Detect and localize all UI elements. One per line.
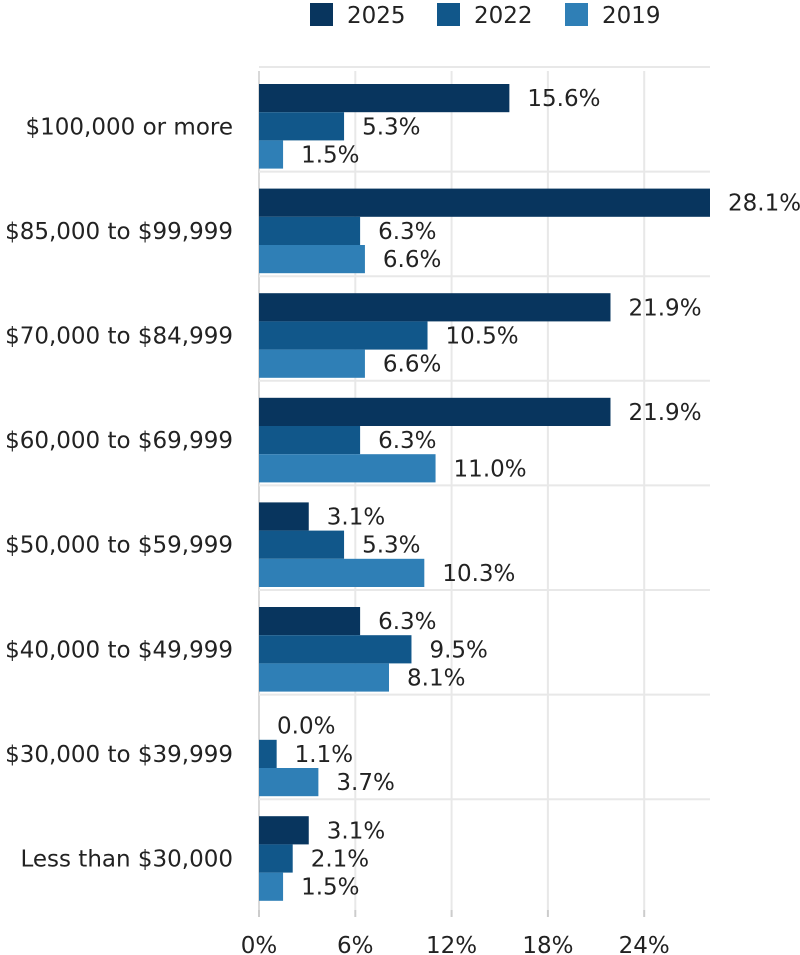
- bar-2025-5: [259, 607, 361, 636]
- bar-2019-3: [259, 454, 436, 483]
- value-label-2022-6: 1.1%: [295, 742, 353, 768]
- x-axis-ticks: 0% 6% 12% 18% 24%: [241, 910, 670, 955]
- value-label-2019-6: 3.7%: [336, 770, 394, 796]
- bar-2019-4: [259, 558, 425, 587]
- category-label-7: Less than $30,000: [20, 847, 233, 873]
- bar-2022-0: [259, 112, 345, 141]
- legend-swatch-2019: [565, 3, 588, 26]
- bar-2019-7: [259, 872, 284, 901]
- value-label-2019-4: 10.3%: [442, 561, 515, 587]
- legend-label-2022: 2022: [474, 3, 533, 29]
- x-tick-label-12: 12%: [426, 933, 477, 955]
- bars: [259, 84, 710, 901]
- category-label-2: $70,000 to $84,999: [5, 324, 233, 350]
- value-label-2025-1: 28.1%: [728, 191, 800, 217]
- legend-swatch-2025: [310, 3, 333, 26]
- category-label-4: $50,000 to $59,999: [5, 533, 233, 559]
- x-tick-label-6: 6%: [337, 933, 374, 955]
- value-label-2019-2: 6.6%: [383, 352, 441, 378]
- category-label-6: $30,000 to $39,999: [5, 742, 233, 768]
- bar-2025-7: [259, 816, 309, 845]
- bar-2019-1: [259, 245, 365, 274]
- value-label-2022-3: 6.3%: [378, 428, 436, 454]
- value-label-2025-4: 3.1%: [327, 505, 385, 531]
- value-label-2025-7: 3.1%: [327, 818, 385, 844]
- bar-2025-3: [259, 397, 611, 426]
- bar-2022-7: [259, 844, 293, 873]
- x-tick-label-0: 0%: [241, 933, 278, 955]
- bar-2025-4: [259, 502, 309, 531]
- bar-2022-6: [259, 739, 277, 768]
- value-label-2025-6: 0.0%: [277, 714, 335, 740]
- value-label-2019-3: 11.0%: [454, 456, 527, 482]
- bar-2022-3: [259, 426, 361, 455]
- bar-2019-2: [259, 349, 365, 378]
- value-label-2022-0: 5.3%: [362, 114, 420, 140]
- x-tick-label-24: 24%: [619, 933, 670, 955]
- legend-label-2025: 2025: [347, 3, 406, 29]
- category-labels: $100,000 or more $85,000 to $99,999 $70,00…: [5, 114, 233, 872]
- category-separators: [259, 66, 710, 801]
- value-label-2022-5: 9.5%: [429, 637, 487, 663]
- bar-2019-0: [259, 140, 284, 169]
- value-label-2019-7: 1.5%: [301, 875, 359, 901]
- bar-2022-4: [259, 530, 345, 559]
- category-label-5: $40,000 to $49,999: [5, 637, 233, 663]
- bar-2022-1: [259, 216, 361, 245]
- category-label-1: $85,000 to $99,999: [5, 219, 233, 245]
- value-label-2019-1: 6.6%: [383, 247, 441, 273]
- bar-2022-5: [259, 635, 412, 664]
- category-label-0: $100,000 or more: [26, 114, 233, 140]
- value-label-2022-7: 2.1%: [311, 847, 369, 873]
- value-label-2022-1: 6.3%: [378, 219, 436, 245]
- value-labels: 15.6%5.3%1.5%28.1%6.3%6.6%21.9%10.5%6.6%…: [277, 86, 800, 901]
- legend-label-2019: 2019: [602, 3, 661, 29]
- value-label-2022-4: 5.3%: [362, 533, 420, 559]
- category-label-3: $60,000 to $69,999: [5, 428, 233, 454]
- value-label-2025-0: 15.6%: [527, 86, 600, 112]
- value-label-2019-5: 8.1%: [407, 666, 465, 692]
- bar-2022-2: [259, 321, 428, 350]
- bar-2025-2: [259, 293, 611, 322]
- bar-2019-5: [259, 663, 390, 692]
- legend: 2025 2022 2019: [310, 3, 661, 29]
- value-label-2025-5: 6.3%: [378, 609, 436, 635]
- x-tick-label-18: 18%: [522, 933, 573, 955]
- legend-swatch-2022: [437, 3, 460, 26]
- value-label-2019-0: 1.5%: [301, 143, 359, 169]
- bar-2019-6: [259, 768, 319, 797]
- bar-2025-0: [259, 84, 510, 113]
- value-label-2025-3: 21.9%: [628, 400, 701, 426]
- bar-2025-1: [259, 188, 710, 217]
- value-label-2022-2: 10.5%: [446, 324, 519, 350]
- value-label-2025-2: 21.9%: [628, 295, 701, 321]
